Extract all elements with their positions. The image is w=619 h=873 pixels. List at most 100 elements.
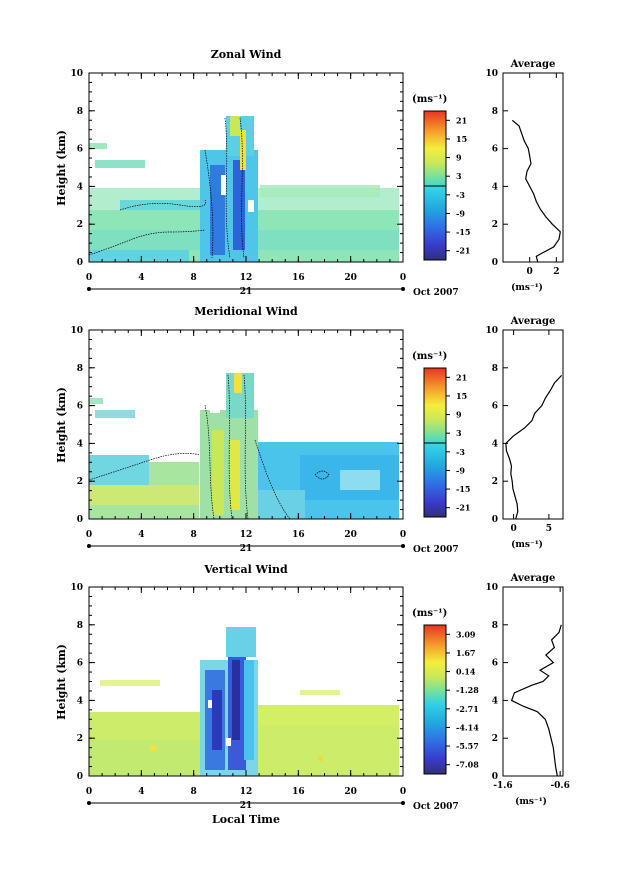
vertical-x-tick-label: 8: [191, 787, 197, 797]
zonal-contours: [89, 117, 245, 259]
zonal-average-unit: (ms⁻¹): [511, 282, 543, 293]
meridional-y-tick-label: 8: [77, 364, 83, 374]
vertical-x-tick-label: 4: [138, 787, 144, 797]
vertical-colorbar-tick-label: 0.14: [456, 667, 476, 677]
meridional-average-y-tick-label: 10: [485, 326, 498, 336]
zonal-average-y-tick-label: 6: [492, 145, 498, 155]
zonal-average-frame: [502, 72, 564, 263]
meridional-average-y-tick-label: 4: [492, 439, 498, 449]
zonal-x-tick-label: 4: [138, 273, 144, 283]
vertical-y-tick-label: 4: [77, 696, 83, 706]
zonal-colorbar-tick-label: 21: [456, 115, 467, 125]
meridional-colorbar-tick-label: -3: [456, 447, 465, 457]
vertical-x-tick-label: 0: [400, 787, 406, 797]
vertical-colorbar-tick-label: -2.71: [456, 704, 479, 714]
vertical-colorbar: [423, 624, 447, 775]
meridional-average-unit: (ms⁻¹): [511, 539, 543, 550]
zonal-colorbar-tick-label: -15: [456, 227, 470, 237]
zonal-average-y-tick-label: 4: [492, 182, 498, 192]
vertical-colorbar-tick-label: -1.28: [456, 685, 479, 695]
zonal-title: Zonal Wind: [211, 48, 282, 61]
zonal-heatmap: [89, 116, 399, 262]
meridional-y-tick-label: 2: [77, 477, 83, 487]
zonal-colorbar-tick-label: -21: [456, 246, 470, 256]
vertical-average-y-tick-label: 0: [492, 772, 498, 782]
zonal-x-tick-label: 8: [191, 273, 197, 283]
meridional-average-x-tick-label: 0: [510, 524, 516, 534]
zonal-average-y-tick-label: 0: [492, 258, 498, 268]
zonal-x-tick-label: 0: [400, 273, 406, 283]
vertical-date-label: Oct 2007: [413, 802, 459, 812]
zonal-ylabel: Height (km): [55, 130, 68, 206]
vertical-colorbar-tick-label: -4.14: [456, 722, 479, 732]
zonal-average-y-tick-label: 2: [492, 220, 498, 230]
zonal-day-bar: 21 Oct 2007: [87, 287, 459, 298]
vertical-y-tick-label: 2: [77, 734, 83, 744]
vertical-x-tick-label: 0: [86, 787, 92, 797]
zonal-average-y-tick-label: 8: [492, 107, 498, 117]
vertical-colorbar-tick-label: -7.08: [456, 760, 479, 770]
zonal-colorbar-tick-label: -3: [456, 190, 465, 200]
meridional-x-tick-label: 0: [400, 530, 406, 540]
meridional-day-bar: 21 Oct 2007: [87, 544, 459, 555]
meridional-day-label: 21: [240, 544, 253, 554]
zonal-date-label: Oct 2007: [413, 288, 459, 298]
meridional-average-y-tick-label: 6: [492, 402, 498, 412]
zonal-x-tick-label: 12: [240, 273, 253, 283]
meridional-colorbar-tick-label: -15: [456, 484, 470, 494]
zonal-y-tick-label: 10: [70, 69, 83, 79]
meridional-colorbar-tick-label: -9: [456, 465, 465, 475]
vertical-title: Vertical Wind: [203, 563, 288, 576]
vertical-y-tick-label: 0: [77, 772, 83, 782]
vertical-heatmap: [89, 627, 399, 776]
zonal-average-y-tick-label: 10: [485, 69, 498, 79]
vertical-average-y-tick-label: 6: [492, 659, 498, 669]
meridional-y-tick-label: 6: [77, 402, 83, 412]
zonal-x-tick-label: 0: [86, 273, 92, 283]
meridional-x-tick-label: 20: [344, 530, 357, 540]
meridional-average-y-tick-label: 0: [492, 515, 498, 525]
vertical-average-y-tick-label: 8: [492, 621, 498, 631]
meridional-title: Meridional Wind: [194, 305, 298, 318]
vertical-colorbar-tick-label: 1.67: [456, 648, 475, 658]
zonal-day-label: 21: [240, 287, 253, 297]
meridional-y-tick-label: 4: [77, 439, 83, 449]
meridional-average-y-tick-label: 8: [492, 364, 498, 374]
vertical-average-unit: (ms⁻¹): [515, 796, 547, 807]
meridional-average-profile-line: [505, 374, 563, 520]
vertical-average-frame: [502, 586, 564, 777]
meridional-panel: Meridional Wind 0 4 8 12 16 2: [55, 305, 564, 555]
vertical-average-profile-line: [510, 624, 562, 777]
zonal-y-tick-label: 2: [77, 220, 83, 230]
vertical-average-y-tick-label: 4: [492, 696, 498, 706]
zonal-average-title: Average: [510, 59, 556, 70]
zonal-y-tick-label: 6: [77, 145, 83, 155]
zonal-colorbar-tick-label: 15: [456, 134, 467, 144]
vertical-ylabel: Height (km): [55, 644, 68, 720]
vertical-colorbar-tick-label: -5.57: [456, 741, 479, 751]
zonal-y-tick-label: 4: [77, 182, 83, 192]
meridional-y-tick-label: 0: [77, 515, 83, 525]
zonal-average-x-tick-label: 2: [553, 267, 559, 277]
vertical-x-tick-label: 20: [344, 787, 357, 797]
meridional-colorbar-tick-label: 15: [456, 391, 467, 401]
meridional-date-label: Oct 2007: [413, 545, 459, 555]
vertical-colorbar-tick-label: 3.09: [456, 629, 476, 639]
meridional-average-title: Average: [510, 316, 556, 327]
meridional-y-tick-label: 10: [70, 326, 83, 336]
vertical-average-y-tick-label: 10: [485, 583, 498, 593]
meridional-average-y-tick-label: 2: [492, 477, 498, 487]
zonal-colorbar-tick-label: 9: [456, 153, 462, 163]
meridional-colorbar-tick-label: -21: [456, 503, 470, 513]
meridional-x-tick-label: 12: [240, 530, 253, 540]
zonal-x-tick-label: 20: [344, 273, 357, 283]
meridional-ylabel: Height (km): [55, 387, 68, 463]
vertical-x-tick-label: 16: [292, 787, 305, 797]
meridional-x-tick-label: 16: [292, 530, 305, 540]
meridional-x-tick-label: 8: [191, 530, 197, 540]
meridional-x-tick-label: 0: [86, 530, 92, 540]
meridional-average-frame: [502, 329, 564, 520]
